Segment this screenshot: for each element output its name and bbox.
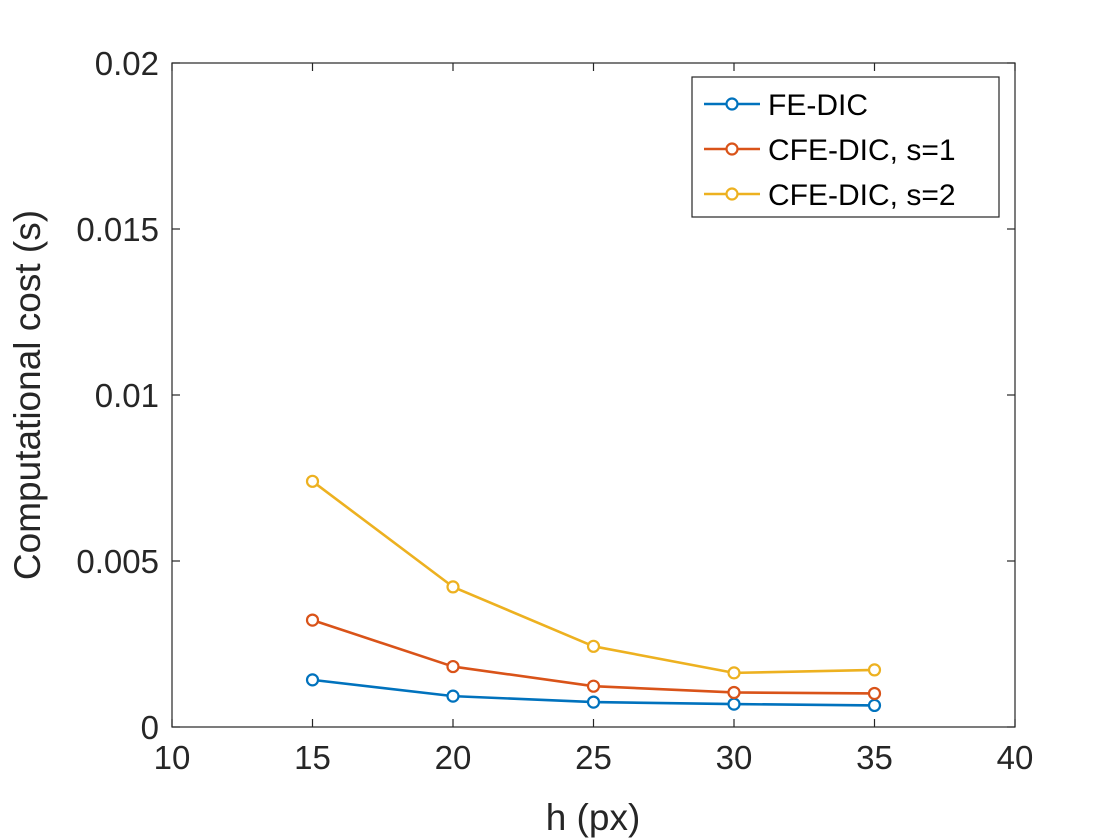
- y-tick-label: 0.01: [95, 377, 159, 414]
- series-fe-dic: [305, 673, 882, 713]
- x-axis-title: h (px): [546, 797, 641, 838]
- data-point: [867, 698, 882, 713]
- y-tick-label: 0.005: [76, 543, 159, 580]
- x-tick-label: 10: [154, 739, 191, 776]
- x-tick-label: 35: [856, 739, 893, 776]
- legend-marker: [725, 97, 739, 111]
- legend-marker: [725, 142, 739, 156]
- data-point: [446, 659, 460, 674]
- y-tick-label: 0.015: [76, 211, 159, 248]
- y-axis-ticks: 0 0.005 0.01 0.015 0.02: [76, 45, 1015, 746]
- legend-label: FE-DIC: [768, 89, 868, 122]
- data-point: [727, 685, 741, 700]
- legend-label: CFE-DIC, s=1: [768, 134, 956, 167]
- x-tick-label: 25: [575, 739, 612, 776]
- y-axis-title: Computational cost (s): [7, 210, 48, 580]
- legend-label: CFE-DIC, s=2: [768, 179, 956, 212]
- x-axis-ticks: 10 15 20 25 30 35 40: [154, 63, 1034, 776]
- y-tick-label: 0: [141, 709, 159, 746]
- data-point: [586, 695, 601, 709]
- data-point: [867, 686, 882, 701]
- x-tick-label: 40: [997, 739, 1034, 776]
- data-point: [867, 663, 882, 677]
- data-point: [586, 679, 601, 693]
- x-tick-label: 20: [435, 739, 472, 776]
- data-point: [446, 580, 460, 594]
- data-point: [305, 673, 320, 687]
- data-point: [446, 689, 460, 703]
- x-tick-label: 15: [294, 739, 331, 776]
- data-point: [727, 666, 741, 680]
- data-point: [586, 639, 601, 653]
- series-layer: [305, 474, 882, 713]
- series-cfe-dic-s-2: [305, 474, 882, 680]
- legend-marker: [725, 187, 739, 201]
- data-point: [305, 474, 320, 488]
- data-point: [727, 697, 741, 711]
- x-tick-label: 30: [716, 739, 753, 776]
- y-tick-label: 0.02: [95, 45, 159, 82]
- series-cfe-dic-s-1: [305, 613, 882, 701]
- data-point: [305, 613, 320, 627]
- legend: FE-DIC CFE-DIC, s=1 CFE-DIC, s=2: [691, 76, 1000, 218]
